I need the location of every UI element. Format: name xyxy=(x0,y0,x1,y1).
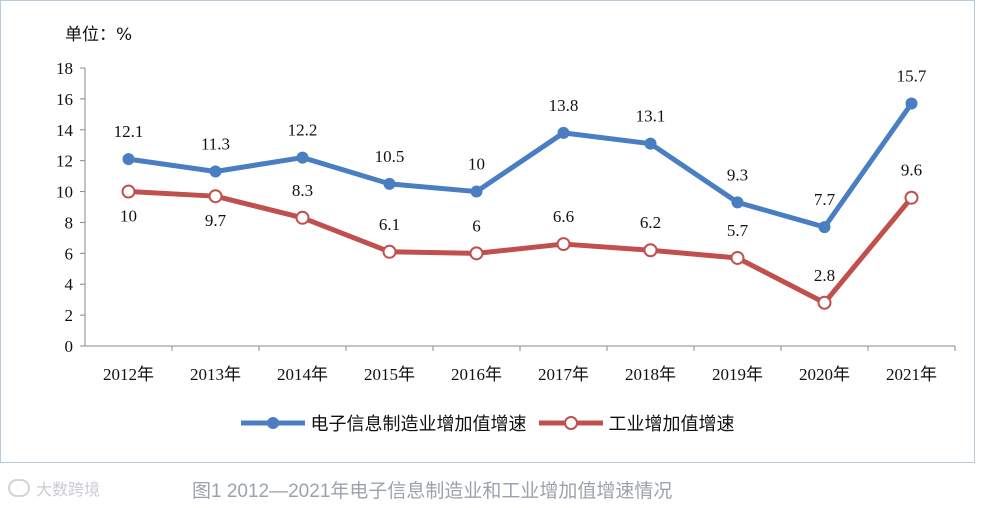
data-point-industry xyxy=(643,243,658,258)
data-point-electronics xyxy=(644,137,657,150)
data-label-electronics: 12.1 xyxy=(114,122,144,141)
data-label-industry: 6 xyxy=(472,216,481,235)
data-point-industry xyxy=(730,250,745,265)
data-point-industry xyxy=(904,190,919,205)
data-point-electronics xyxy=(818,221,831,234)
legend-label-electronics: 电子信息制造业增加值增速 xyxy=(310,414,527,435)
data-point-industry xyxy=(817,295,832,310)
series-line-industry xyxy=(126,189,914,306)
data-point-electronics xyxy=(296,151,309,164)
data-label-industry: 10 xyxy=(120,207,137,226)
y-tick-label: 18 xyxy=(56,59,73,78)
data-point-industry xyxy=(121,184,136,199)
y-tick-label: 4 xyxy=(65,275,74,294)
watermark-logo-icon xyxy=(8,479,30,497)
y-tick-label: 2 xyxy=(65,306,74,325)
data-point-electronics xyxy=(557,126,570,139)
data-label-industry: 9.7 xyxy=(205,211,227,230)
data-point-electronics xyxy=(905,97,918,110)
data-label-industry: 2.8 xyxy=(814,266,835,285)
data-point-industry xyxy=(295,210,310,225)
data-label-electronics: 11.3 xyxy=(201,134,230,153)
data-point-electronics xyxy=(383,177,396,190)
data-point-electronics xyxy=(209,165,222,178)
data-point-industry xyxy=(208,189,223,204)
data-label-industry: 5.7 xyxy=(727,221,749,240)
watermark-text: 大数跨境 xyxy=(36,480,101,499)
data-label-electronics: 10 xyxy=(468,155,485,174)
series-line-electronics xyxy=(126,101,914,230)
data-point-industry xyxy=(469,246,484,261)
y-tick-label: 14 xyxy=(56,121,74,140)
y-tick-label: 16 xyxy=(56,90,73,109)
x-tick-label: 2012年 xyxy=(103,365,154,384)
legend-item-industry: 工业增加值增速 xyxy=(538,410,735,436)
y-tick-label: 8 xyxy=(65,213,74,232)
y-tick-label: 6 xyxy=(65,244,74,263)
legend-label-industry: 工业增加值增速 xyxy=(608,414,735,435)
data-label-electronics: 12.2 xyxy=(288,121,318,140)
figure-caption: 图1 2012—2021年电子信息制造业和工业增加值增速情况 xyxy=(192,481,673,502)
unit-label: 单位：% xyxy=(65,25,133,45)
x-tick-label: 2018年 xyxy=(625,365,676,384)
legend-marker-electronics xyxy=(240,417,305,429)
data-point-industry xyxy=(556,237,571,252)
data-label-electronics: 13.1 xyxy=(636,107,666,126)
data-label-electronics: 9.3 xyxy=(727,165,748,184)
chart-frame xyxy=(0,0,975,463)
y-tick-label: 0 xyxy=(65,337,74,356)
x-tick-label: 2016年 xyxy=(451,365,502,384)
data-label-electronics: 13.8 xyxy=(549,96,579,115)
data-point-industry xyxy=(382,244,397,259)
data-label-electronics: 7.7 xyxy=(814,190,836,209)
y-tick-label: 12 xyxy=(56,152,73,171)
x-tick-label: 2019年 xyxy=(712,365,763,384)
x-tick-label: 2017年 xyxy=(538,365,589,384)
legend-item-electronics: 电子信息制造业增加值增速 xyxy=(240,410,527,436)
data-point-electronics xyxy=(470,185,483,198)
data-label-industry: 9.6 xyxy=(901,161,922,180)
data-label-electronics: 10.5 xyxy=(375,147,405,166)
data-point-electronics xyxy=(122,153,135,166)
x-tick-label: 2021年 xyxy=(886,365,937,384)
line-chart: 0 2 4 6 8 10 12 14 16 18 2012年 2013年 2014年 2015年 2016年… xyxy=(56,59,956,384)
y-tick-label: 10 xyxy=(56,183,73,202)
watermark: 大数跨境 xyxy=(8,476,100,500)
legend-marker-industry xyxy=(538,416,603,430)
x-tick-label: 2014年 xyxy=(277,365,328,384)
data-label-industry: 8.3 xyxy=(292,181,313,200)
data-point-electronics xyxy=(731,196,744,209)
x-tick-label: 2020年 xyxy=(799,365,850,384)
data-label-industry: 6.2 xyxy=(640,213,661,232)
legend: 电子信息制造业增加值增速 工业增加值增速 xyxy=(0,410,975,436)
x-tick-label: 2013年 xyxy=(190,365,241,384)
data-label-industry: 6.6 xyxy=(553,207,574,226)
data-label-industry: 6.1 xyxy=(379,215,400,234)
data-label-electronics: 15.7 xyxy=(897,67,927,86)
x-tick-label: 2015年 xyxy=(364,365,415,384)
